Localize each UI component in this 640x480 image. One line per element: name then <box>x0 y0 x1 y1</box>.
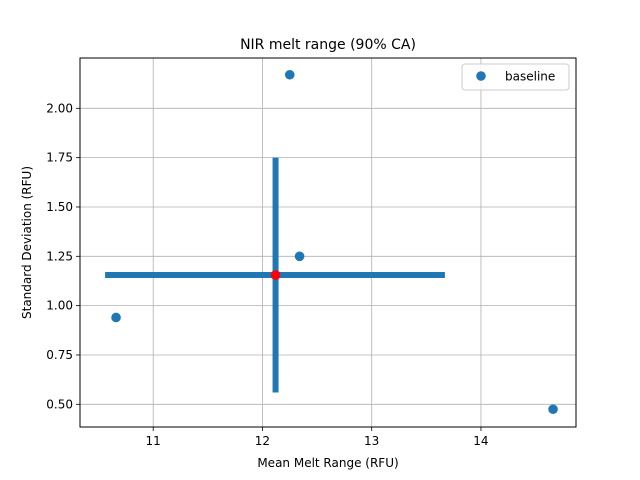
data-points <box>111 69 558 415</box>
y-tick-label: 1.75 <box>46 151 73 165</box>
legend-marker-baseline <box>476 71 486 81</box>
x-tick-label: 11 <box>146 434 161 448</box>
x-axis-label: Mean Melt Range (RFU) <box>257 456 398 470</box>
y-tick-label: 1.00 <box>46 299 73 313</box>
y-axis-ticks: 0.50 0.75 1.00 1.25 1.50 1.75 2.00 <box>46 101 80 411</box>
x-tick-label: 12 <box>255 434 270 448</box>
data-point <box>294 251 305 262</box>
ci-center-point <box>270 270 281 280</box>
plot-area-frame <box>79 57 577 428</box>
chart-title: NIR melt range (90% CA) <box>240 37 416 53</box>
legend: baseline <box>461 63 570 91</box>
y-tick-label: 0.75 <box>46 348 73 362</box>
grid-lines <box>80 58 576 427</box>
legend-label-baseline: baseline <box>505 70 555 84</box>
y-tick-label: 1.25 <box>46 249 73 263</box>
y-tick-label: 0.50 <box>46 397 73 411</box>
data-point <box>548 404 558 415</box>
data-point <box>111 312 121 323</box>
x-axis-ticks: 11 12 13 14 <box>146 427 489 448</box>
y-axis-label: Standard Deviation (RFU) <box>20 166 34 319</box>
x-tick-label: 13 <box>364 434 379 448</box>
legend-box <box>461 63 570 91</box>
y-tick-label: 2.00 <box>46 101 73 115</box>
y-tick-label: 1.50 <box>46 200 73 214</box>
x-tick-label: 14 <box>473 434 488 448</box>
data-point <box>284 69 295 80</box>
